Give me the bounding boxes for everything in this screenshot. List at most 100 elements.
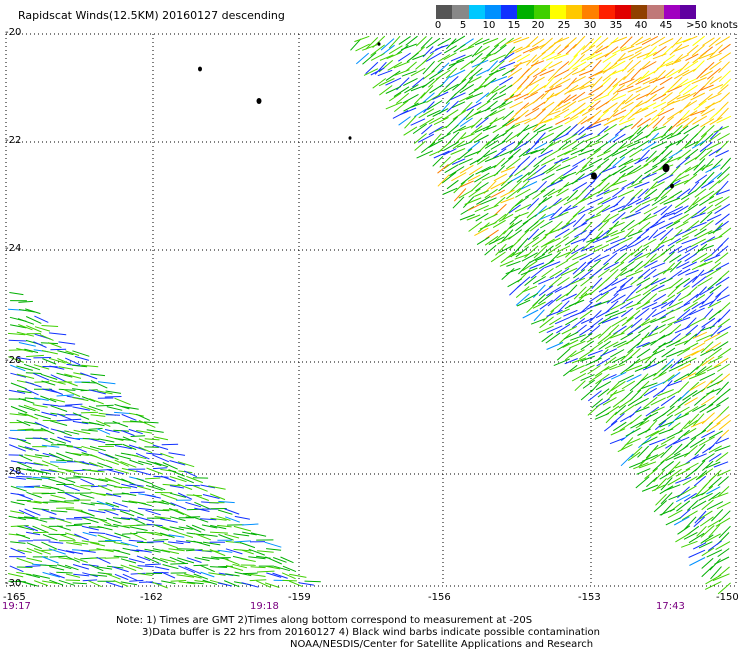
- wind-barb: [630, 446, 643, 458]
- wind-barb: [653, 364, 667, 377]
- wind-barb: [701, 108, 715, 117]
- wind-barb: [73, 541, 89, 545]
- wind-barb: [670, 358, 683, 369]
- wind-barb: [444, 164, 459, 174]
- wind-barb: [635, 203, 650, 213]
- wind-barb: [64, 357, 81, 366]
- wind-barb: [530, 60, 545, 67]
- wind-barb: [192, 494, 209, 501]
- wind-barb: [168, 452, 186, 456]
- wind-barb: [573, 222, 588, 230]
- wind-barb: [666, 307, 681, 315]
- wind-barb: [715, 140, 729, 154]
- wind-barb: [218, 500, 235, 504]
- wind-barb: [489, 116, 505, 125]
- wind-barb: [194, 501, 211, 510]
- wind-barb: [710, 373, 723, 384]
- wind-barb: [505, 158, 521, 170]
- wind-barb: [653, 293, 667, 303]
- wind-barb: [539, 212, 555, 221]
- wind-barb: [686, 44, 699, 55]
- wind-barb: [154, 566, 170, 571]
- wind-barb: [58, 366, 74, 370]
- wind-barb: [56, 571, 73, 574]
- wind-barb: [74, 355, 90, 361]
- wind-barb: [304, 580, 321, 583]
- wind-barb: [660, 436, 675, 445]
- wind-barb: [644, 468, 659, 480]
- wind-barb: [553, 36, 570, 44]
- wind-barb: [637, 445, 650, 458]
- wind-barb: [121, 413, 137, 421]
- wind-barb: [617, 339, 634, 349]
- wind-barb: [208, 572, 226, 576]
- wind-barb: [564, 147, 578, 156]
- colorbar-swatch: [566, 5, 583, 19]
- colorbar-swatch: [663, 5, 680, 19]
- wind-barb: [420, 142, 436, 153]
- wind-barb: [388, 45, 403, 55]
- wind-barb: [18, 397, 35, 404]
- wind-barb: [646, 476, 658, 488]
- wind-barb: [146, 460, 162, 467]
- wind-barb: [233, 525, 252, 532]
- wind-barb: [544, 237, 561, 246]
- wind-barb: [500, 229, 514, 244]
- wind-barb: [717, 309, 731, 323]
- wind-barb: [65, 550, 83, 555]
- wind-barb: [10, 510, 25, 514]
- wind-barb: [185, 484, 200, 487]
- wind-barb: [638, 221, 651, 232]
- wind-barb: [129, 483, 144, 487]
- wind-barb: [575, 165, 588, 176]
- wind-barb: [667, 94, 681, 104]
- wind-barb: [562, 67, 579, 80]
- wind-barb: [603, 213, 619, 223]
- wind-barb: [613, 325, 627, 335]
- wind-barb: [567, 60, 579, 71]
- wind-barb: [437, 54, 451, 63]
- wind-barb: [677, 245, 692, 253]
- wind-barb: [500, 166, 515, 173]
- wind-barb: [161, 571, 176, 579]
- wind-barb: [714, 556, 730, 565]
- wind-barb: [502, 110, 515, 121]
- wind-barb: [708, 453, 722, 462]
- wind-barb: [23, 404, 40, 412]
- wind-barb: [614, 52, 626, 65]
- wind-barb: [209, 549, 226, 557]
- wind-barb: [598, 284, 611, 293]
- wind-barb: [637, 188, 649, 199]
- island: [377, 42, 381, 46]
- wind-barb: [668, 245, 683, 255]
- wind-barb: [41, 556, 59, 564]
- wind-barb: [490, 251, 506, 263]
- wind-barb: [690, 92, 706, 101]
- wind-barb: [703, 76, 714, 88]
- wind-barb: [88, 427, 103, 430]
- colorbar-label: 15: [507, 20, 521, 31]
- wind-barb: [594, 412, 610, 420]
- wind-barb: [578, 123, 593, 136]
- wind-barb: [194, 507, 210, 512]
- wind-barb: [10, 541, 26, 544]
- wind-barb: [257, 550, 274, 553]
- wind-barb: [516, 299, 531, 307]
- wind-barb: [717, 476, 729, 487]
- wind-barb: [681, 91, 697, 101]
- wind-barb: [186, 557, 202, 563]
- wind-barb: [604, 46, 619, 58]
- wind-barb: [675, 37, 691, 45]
- wind-barb: [588, 372, 603, 383]
- wind-barb: [630, 318, 643, 328]
- wind-barb: [563, 180, 579, 188]
- wind-barb: [486, 85, 499, 98]
- wind-barb: [104, 396, 122, 398]
- wind-barb: [105, 414, 121, 416]
- wind-barb: [492, 219, 506, 229]
- wind-barb: [588, 70, 603, 79]
- wind-barb: [24, 446, 39, 452]
- wind-barb: [523, 91, 538, 100]
- wind-barb: [88, 405, 103, 412]
- wind-barb: [701, 317, 716, 328]
